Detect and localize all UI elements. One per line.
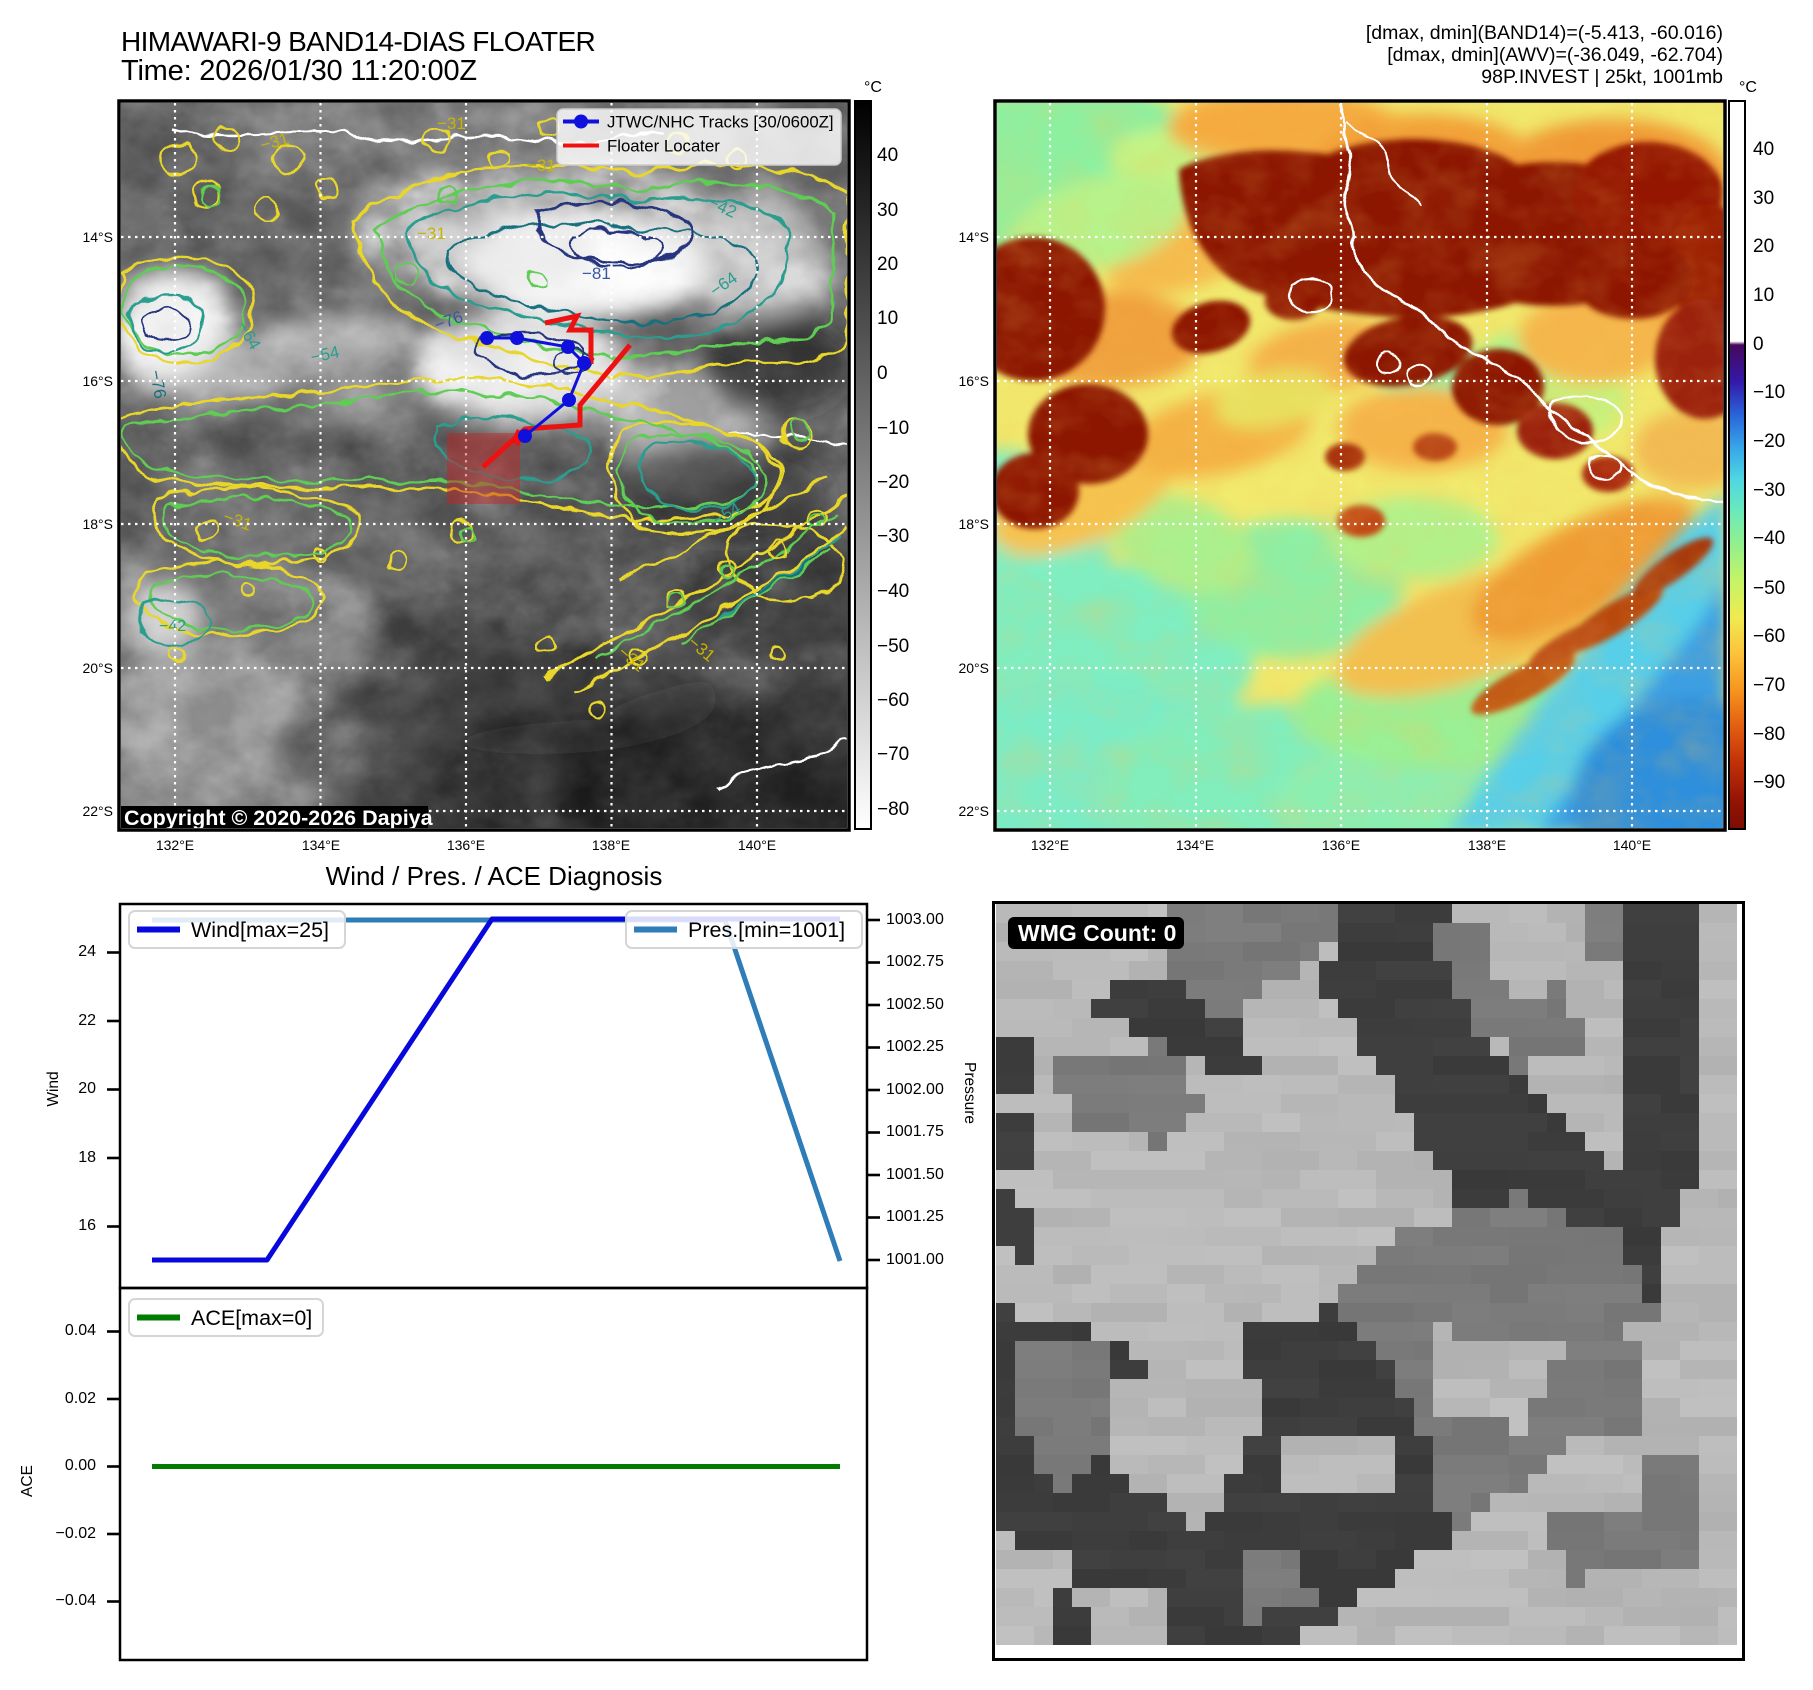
svg-text:JTWC/NHC Tracks [30/0600Z]: JTWC/NHC Tracks [30/0600Z]: [607, 113, 834, 132]
svg-text:−81: −81: [582, 264, 611, 283]
svg-text:−31: −31: [527, 156, 556, 175]
svg-text:Copyright © 2020-2026 Dapiya: Copyright © 2020-2026 Dapiya: [124, 806, 434, 830]
svg-text:Pres.[min=1001]: Pres.[min=1001]: [688, 918, 845, 942]
svg-text:Floater Locater: Floater Locater: [607, 137, 720, 156]
svg-text:−42: −42: [159, 618, 186, 635]
svg-text:WMG Count: 0: WMG Count: 0: [1018, 920, 1176, 946]
svg-text:−31: −31: [417, 224, 446, 243]
svg-text:−31: −31: [437, 114, 466, 133]
svg-text:ACE[max=0]: ACE[max=0]: [191, 1306, 312, 1330]
svg-text:−76: −76: [146, 368, 170, 400]
svg-text:Wind[max=25]: Wind[max=25]: [191, 918, 329, 942]
